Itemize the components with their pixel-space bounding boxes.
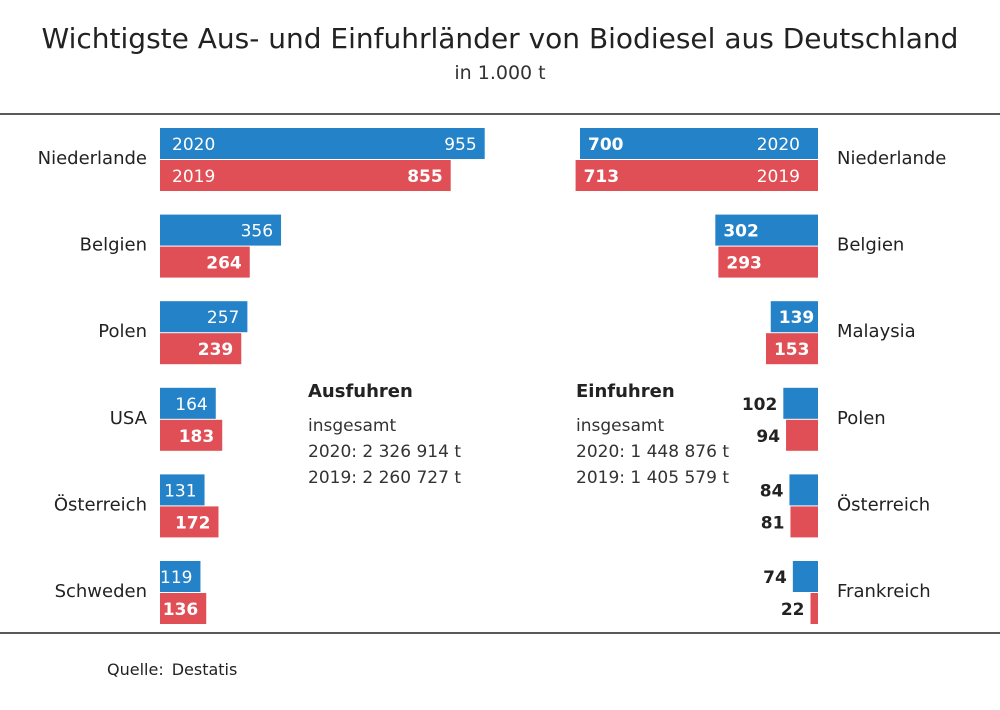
bar-2019-polen [160, 333, 242, 365]
bar-2020-österreich [789, 474, 818, 506]
category-label: Österreich [54, 493, 147, 515]
bar-2019-belgien [718, 246, 818, 278]
value-label: 153 [774, 340, 810, 360]
value-label: 81 [761, 513, 785, 533]
year-label-2020: 2020 [172, 135, 215, 155]
value-label: 119 [160, 568, 192, 588]
category-label: Polen [98, 321, 147, 342]
bar-2020-schweden [160, 561, 201, 592]
value-label: 713 [584, 167, 620, 187]
value-label: 855 [407, 167, 443, 187]
category-label: Frankreich [837, 581, 931, 602]
import-summary-line2: 2020: 1 448 876 t [576, 442, 729, 462]
value-label: 239 [198, 340, 234, 360]
bar-2019-schweden [160, 593, 207, 624]
chart-subtitle: in 1.000 t [454, 62, 546, 84]
year-label-2019: 2019 [172, 167, 215, 187]
value-label: 264 [206, 254, 242, 274]
value-label: 22 [781, 600, 805, 620]
bar-2020-österreich [160, 474, 205, 506]
bar-2020-niederlande [160, 128, 485, 159]
bar-2019-polen [786, 419, 818, 451]
category-label: Polen [837, 408, 886, 429]
value-label: 94 [756, 427, 780, 447]
value-label: 164 [175, 395, 207, 415]
category-label: Malaysia [837, 321, 916, 342]
export-bars: Niederlande 955 2020 855 2019 Belgien 356 264 Po… [38, 128, 485, 624]
category-label: Niederlande [38, 148, 147, 169]
import-summary: Einfuhren insgesamt 2020: 1 448 876 t 20… [576, 381, 729, 488]
value-label: 183 [179, 427, 215, 447]
export-summary-line1: insgesamt [308, 416, 396, 436]
bar-2019-österreich [160, 506, 219, 538]
bar-2020-belgien [160, 214, 282, 246]
bar-2020-malaysia [770, 301, 818, 333]
value-label: 293 [726, 254, 762, 274]
source-label: Quelle: [107, 660, 164, 679]
value-label: 172 [175, 513, 211, 533]
value-label: 84 [760, 481, 784, 501]
value-label: 74 [763, 568, 787, 588]
year-label-2019: 2019 [757, 167, 800, 187]
bar-2019-malaysia [765, 333, 818, 365]
value-label: 356 [241, 222, 273, 242]
bar-2019-belgien [160, 246, 250, 278]
import-summary-line1: insgesamt [576, 416, 664, 436]
category-label: Niederlande [837, 148, 946, 169]
bar-2020-belgien [715, 214, 818, 246]
source-value: Destatis [171, 660, 238, 679]
export-summary-line2: 2020: 2 326 914 t [308, 442, 461, 462]
export-summary: Ausfuhren insgesamt 2020: 2 326 914 t 20… [308, 381, 461, 488]
value-label: 102 [742, 395, 778, 415]
bar-2020-polen [783, 387, 818, 419]
category-label: USA [110, 408, 148, 429]
import-summary-line3: 2019: 1 405 579 t [576, 468, 729, 488]
bar-2019-frankreich [810, 593, 818, 624]
export-summary-heading: Ausfuhren [308, 381, 413, 402]
value-label: 955 [444, 135, 476, 155]
chart-title: Wichtigste Aus- und Einfuhrländer von Bi… [41, 22, 959, 55]
bar-2019-niederlande [575, 160, 818, 191]
bar-2019-niederlande [160, 160, 451, 191]
category-label: Österreich [837, 493, 930, 515]
value-label: 139 [779, 308, 815, 328]
bar-2020-frankreich [792, 561, 818, 592]
year-label-2020: 2020 [757, 135, 800, 155]
bar-2019-usa [160, 419, 223, 451]
bar-2020-niederlande [580, 128, 818, 159]
value-label: 257 [207, 308, 239, 328]
bar-2020-usa [160, 387, 216, 419]
category-label: Belgien [80, 235, 147, 256]
bar-2019-österreich [790, 506, 818, 538]
value-label: 136 [163, 600, 199, 620]
value-label: 302 [723, 222, 759, 242]
source-note: Quelle: Destatis [107, 660, 245, 679]
import-summary-heading: Einfuhren [576, 381, 675, 402]
export-summary-line3: 2019: 2 260 727 t [308, 468, 461, 488]
category-label: Belgien [837, 235, 904, 256]
value-label: 700 [588, 135, 624, 155]
bar-2020-polen [160, 301, 248, 333]
value-label: 131 [164, 481, 196, 501]
import-bars: Niederlande 700 2020 713 2019 Belgien 302 293 Ma… [575, 128, 946, 624]
category-label: Schweden [55, 581, 147, 602]
